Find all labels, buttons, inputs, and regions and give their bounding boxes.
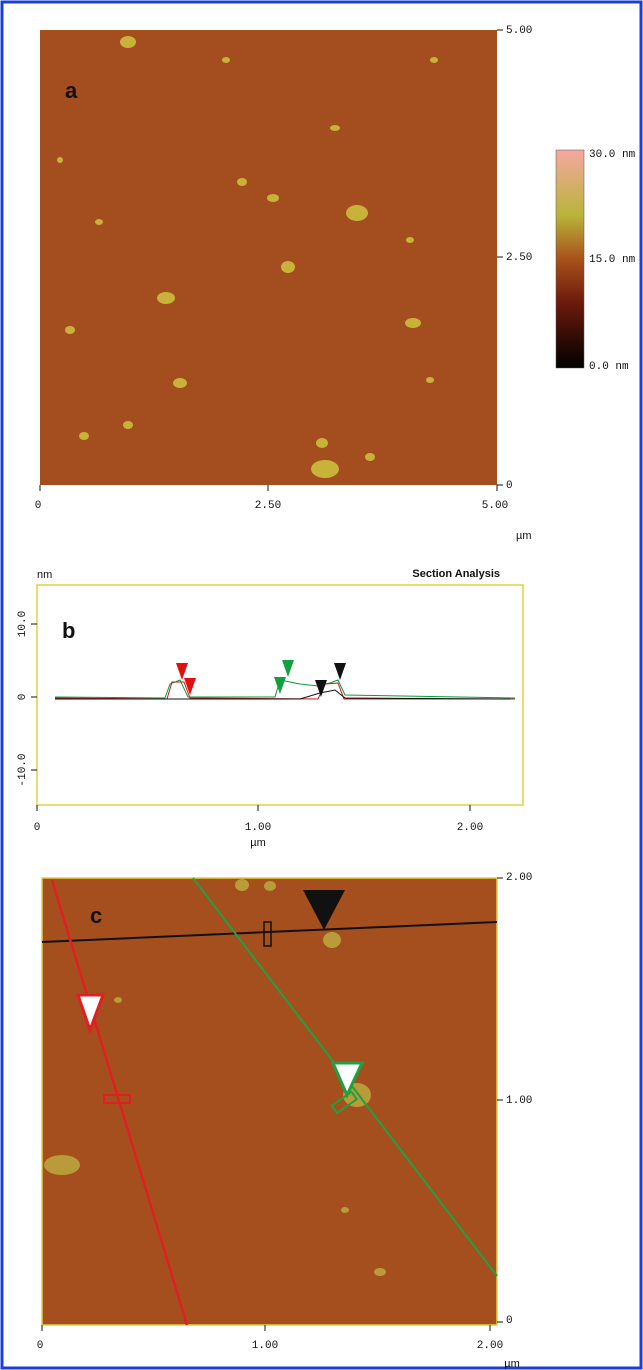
right-tick-label: 1.00: [506, 1095, 532, 1107]
x-tick-label: 2.00: [457, 822, 483, 834]
x-tick-label: 0: [34, 822, 41, 834]
panel-a: a 5.00 2.50 0 0 2.50 5.00 µm 30.0 nm 15.…: [35, 25, 636, 542]
panel-letter: b: [62, 618, 75, 643]
profile-line: [55, 689, 511, 700]
right-tick-label: 2.00: [506, 872, 532, 884]
bottom-tick-label: 1.00: [252, 1340, 278, 1352]
section-title: Section Analysis: [412, 568, 500, 580]
particles: [57, 36, 438, 478]
plot-frame: [36, 584, 524, 806]
ticks: [41, 877, 503, 1331]
colorbar-label: 0.0 nm: [589, 361, 629, 373]
y-unit-label: nm: [37, 569, 52, 581]
markers: [75, 890, 365, 1115]
panel-b: nm Section Analysis b 10.0 0 -10.0 0 1.0…: [17, 568, 524, 849]
panel-letter: a: [65, 78, 78, 103]
ticks: [39, 29, 503, 491]
bottom-tick-label: 5.00: [482, 500, 508, 512]
unit-label: µm: [516, 530, 532, 542]
section-line: [41, 921, 498, 943]
right-tick-label: 2.50: [506, 252, 532, 264]
bottom-tick-label: 2.00: [477, 1340, 503, 1352]
y-tick-label: 0: [17, 694, 29, 701]
panel-c: c 2.00 1.00 0 0 1.00 2.00 µm: [37, 872, 533, 1370]
bottom-tick-label: 0: [37, 1340, 44, 1352]
unit-label: µm: [504, 1358, 520, 1370]
x-tick-label: 1.00: [245, 822, 271, 834]
ticks: [31, 623, 471, 811]
right-tick-label: 0: [506, 1315, 513, 1327]
right-tick-label: 5.00: [506, 25, 532, 37]
afm-image: [41, 877, 498, 1326]
y-tick-label: -10.0: [17, 753, 29, 786]
x-unit-label: µm: [250, 837, 266, 849]
colorbar-label: 30.0 nm: [589, 149, 636, 161]
markers: [176, 660, 346, 697]
bottom-tick-label: 2.50: [255, 500, 281, 512]
colorbar-label: 15.0 nm: [589, 254, 636, 266]
panel-letter: c: [90, 903, 102, 928]
y-tick-label: 10.0: [17, 611, 29, 637]
bottom-tick-label: 0: [35, 500, 42, 512]
right-tick-label: 0: [506, 480, 513, 492]
afm-image: [40, 30, 497, 485]
colorbar: [555, 149, 585, 369]
